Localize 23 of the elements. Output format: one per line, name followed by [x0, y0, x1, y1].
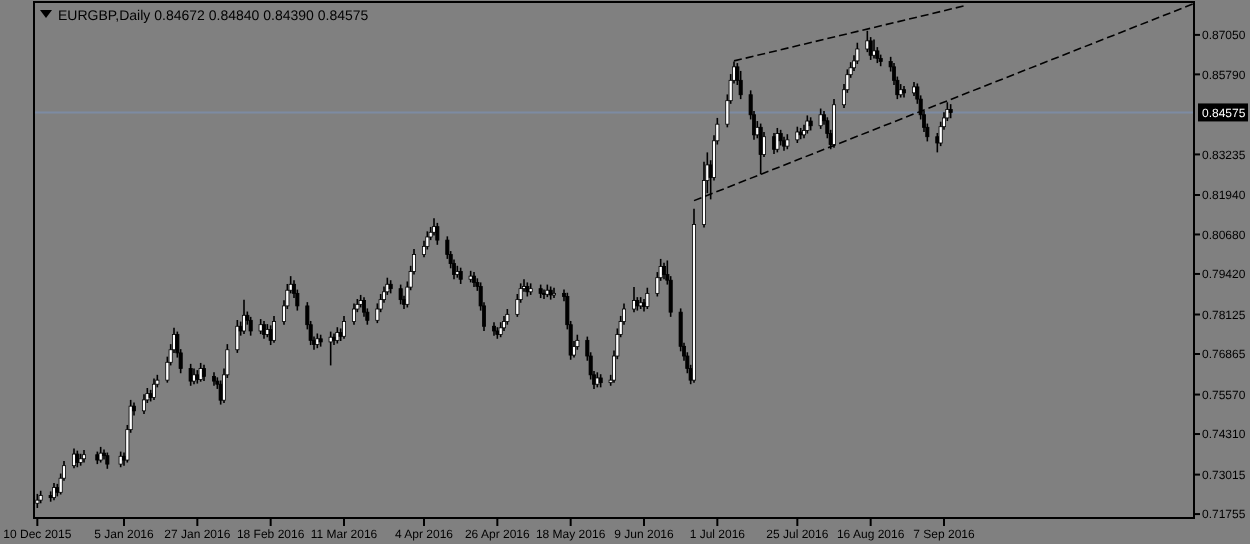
candlestick	[272, 315, 276, 344]
candlestick	[738, 70, 743, 100]
candlestick	[938, 120, 943, 147]
candlestick	[425, 230, 430, 251]
candlestick	[645, 286, 650, 310]
candlestick	[855, 41, 860, 65]
candlestick	[632, 286, 636, 313]
candlestick	[398, 283, 403, 306]
candlestick	[868, 36, 873, 61]
candlestick	[352, 302, 356, 326]
candlestick	[375, 302, 380, 324]
candlestick	[142, 393, 146, 415]
candlestick	[435, 222, 440, 246]
candlestick	[832, 98, 836, 149]
candlestick	[362, 296, 366, 318]
candlestick	[342, 315, 346, 340]
candlestick	[678, 307, 683, 353]
candlestick	[872, 38, 876, 60]
candlestick	[248, 316, 253, 337]
candlestick	[152, 377, 156, 401]
candlestick	[445, 235, 450, 260]
candlestick	[295, 288, 300, 312]
candlestick	[452, 258, 456, 281]
